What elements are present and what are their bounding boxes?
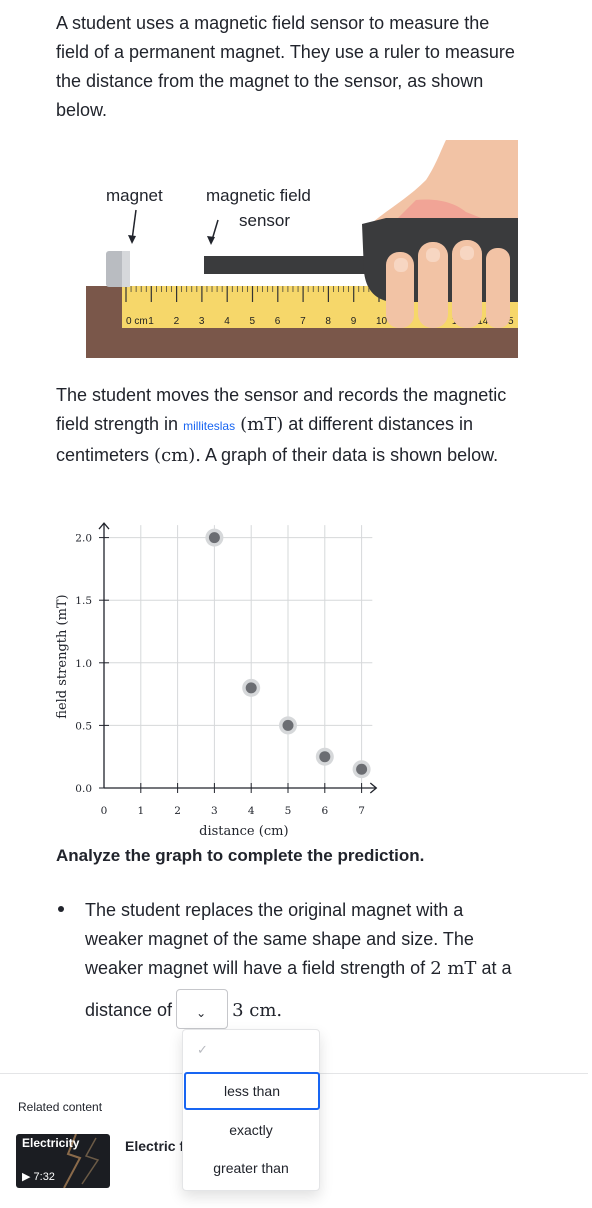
fingers [386,240,510,328]
description-line: The student moves the sensor and records… [56,385,507,405]
prediction-line: The student replaces the original magnet… [85,900,464,920]
bullet-dot [58,906,64,912]
y-tick-label: 2.0 [75,533,92,545]
y-tick-label: 0.5 [75,720,92,732]
x-tick-label: 0 [101,805,108,817]
ruler-number: 2 [174,316,180,327]
related-item-title[interactable]: Electric f [125,1138,185,1154]
intro-line: the distance from the magnet to the sens… [56,71,484,91]
question-heading: Analyze the graph to complete the predic… [56,846,425,865]
unit-math: (cm). [154,445,201,466]
y-tick-label: 1.0 [75,658,92,670]
x-tick-label: 3 [211,805,218,817]
option-greater-than[interactable]: greater than [213,1160,289,1176]
ruler-number: 5 [250,316,256,327]
chevron-down-icon: ⌄ [196,1006,207,1020]
ruler-number: 6 [275,316,281,327]
data-point-dot [245,682,257,694]
x-axis-label: distance (cm) [199,824,288,839]
prediction-line: weaker magnet will have a field strength… [85,954,555,983]
y-tick-label: 1.5 [75,595,92,607]
description-text: centimeters [56,445,155,465]
ruler-unit-label: 0 cm [126,316,148,327]
x-tick-label: 4 [248,805,255,817]
data-point-dot [208,532,220,544]
video-duration-text: 7:32 [33,1171,55,1183]
data-point-dot [319,751,331,763]
magnet-arrow-head [128,235,136,244]
description-text: field strength in [56,414,184,434]
data-point [352,760,371,779]
x-tick-label: 5 [285,805,292,817]
ruler-number: 10 [376,316,388,327]
description-text: A graph of their data is shown below. [200,445,499,465]
magnet-label: magnet [106,186,163,205]
prediction-text-part: distance of [85,999,173,1020]
y-axis-arrow [98,522,110,530]
hand [366,140,518,230]
x-tick-label: 6 [321,805,328,817]
distance-math: 3 cm. [232,999,283,1021]
description-line: field strength in milliteslas (mT) at di… [56,410,546,441]
x-tick-label: 2 [174,805,181,817]
x-axis-arrow [369,782,378,794]
description-paragraph: The student moves the sensor and records… [56,381,546,470]
ruler-number: 1 [148,316,154,327]
description-text: at different distances in [283,414,474,434]
data-point-dot [356,763,368,775]
intro-line: field of a permanent magnet. They use a … [56,42,515,62]
prediction-text-part: at a [476,958,512,978]
prediction-line: distance of ⌄ 3 cm. [85,989,555,1031]
prediction-text: The student replaces the original magnet… [85,896,555,1031]
data-point [279,716,297,735]
option-exactly[interactable]: exactly [229,1122,273,1138]
field-value-math: 2 mT [430,958,477,979]
y-tick-label: 0.0 [75,783,92,795]
prediction-line: weaker magnet of the same shape and size… [85,929,474,949]
intro-line: below. [56,100,108,120]
video-duration: ▶ 7:32 [22,1171,55,1183]
video-thumbnail[interactable]: Electricity ▶ 7:32 [16,1134,110,1188]
video-title: Electricity [22,1136,80,1150]
dropdown-menu: ✓ less than exactly greater than [182,1029,320,1191]
chart-grid [104,525,373,788]
magnet [106,251,130,287]
sensor-arrow-head [207,236,215,245]
description-line: centimeters (cm). A graph of their data … [56,441,546,470]
comparison-dropdown[interactable]: ⌄ [176,989,229,1029]
ruler-number: 9 [351,316,357,327]
ruler-number: 14 [477,316,489,327]
option-less-than[interactable]: less than [184,1072,320,1110]
sensor-label: magnetic field [206,186,311,205]
magnet-ruler-illustration: 0 cm 1234567891011415 magnet magnetic fi… [86,140,518,358]
ruler-number: 3 [199,316,205,327]
field-strength-chart: 0 1 2 3 4 5 6 7 0.0 0.5 1.0 1.5 2.0 distance (cm) fiel… [55,522,378,839]
data-point [242,678,261,697]
y-axis-label: field strength (mT) [55,594,70,718]
related-content-label: Related content [18,1100,103,1114]
lightning-image [63,1134,100,1188]
milliteslas-link[interactable]: milliteslas [183,419,236,433]
magnet-arrow [131,209,137,241]
sensor-label: sensor [239,211,290,230]
sensor-arrow [211,219,219,241]
data-point [315,747,334,766]
check-icon: ✓ [197,1042,208,1057]
ruler-number: 8 [325,316,331,327]
x-tick-label: 1 [137,805,144,817]
prediction-text-part: weaker magnet will have a field strength… [85,958,431,978]
data-point [205,528,224,547]
x-tick-label: 7 [358,805,365,817]
data-point-dot [282,719,294,731]
unit-math: (mT) [240,414,284,435]
ruler-number: 4 [224,316,230,327]
sensor-probe [204,256,374,274]
intro-line: A student uses a magnetic field sensor t… [56,13,490,33]
ruler-number: 7 [300,316,306,327]
intro-paragraph: A student uses a magnetic field sensor t… [56,9,546,125]
